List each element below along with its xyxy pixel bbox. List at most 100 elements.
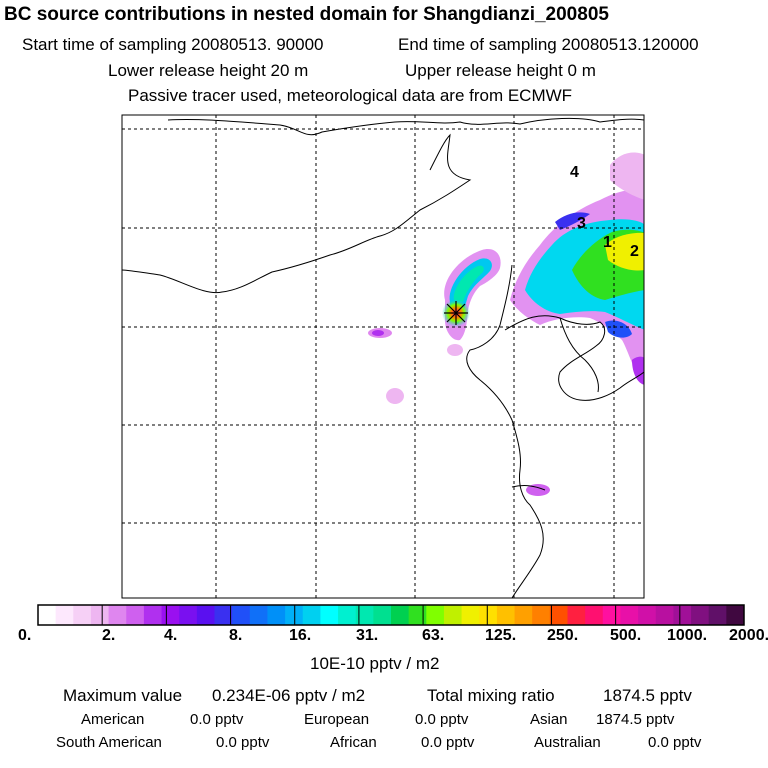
total-mixing-value: 1874.5 pptv <box>603 686 692 705</box>
colorbar-swatch <box>232 605 251 625</box>
colorbar-swatch <box>532 605 551 625</box>
colorbar <box>37 604 745 626</box>
colorbar-swatch <box>691 605 710 625</box>
coastline-bohai <box>122 133 472 294</box>
colorbar-tick-label: 250. <box>547 627 579 644</box>
region-value-african: 0.0 pptv <box>421 734 475 751</box>
colorbar-tick-label: 1000. <box>667 627 708 644</box>
gridlines <box>122 115 644 598</box>
region-value-south-american: 0.0 pptv <box>216 734 270 751</box>
colorbar-swatch <box>514 605 533 625</box>
concentration-field <box>368 152 644 496</box>
colorbar-swatch <box>161 605 180 625</box>
region-name-asian: Asian <box>530 711 568 728</box>
colorbar-swatch <box>249 605 268 625</box>
colorbar-swatch <box>73 605 92 625</box>
colorbar-swatch <box>620 605 639 625</box>
colorbar-swatch <box>443 605 463 625</box>
plume-core <box>453 265 484 302</box>
colorbar-swatch <box>196 605 215 625</box>
colorbar-swatch <box>214 605 233 625</box>
colorbar-unit: 10E-10 pptv / m2 <box>310 654 440 673</box>
colorbar-swatch <box>285 605 304 625</box>
region-value-american: 0.0 pptv <box>190 711 244 728</box>
colorbar-tick-label: 500. <box>610 627 642 644</box>
lower-height-label: Lower release height 20 m <box>108 61 309 80</box>
chart-title: BC source contributions in nested domain… <box>4 4 609 25</box>
colorbar-swatch <box>461 605 480 625</box>
colorbar-tick-label: 2. <box>102 627 116 644</box>
colorbar-tick-label: 4. <box>164 627 178 644</box>
colorbar-swatch <box>655 605 674 625</box>
colorbar-swatch <box>726 605 745 625</box>
colorbar-swatch <box>479 605 498 625</box>
colorbar-swatch <box>708 605 727 625</box>
plot-frame <box>121 114 645 599</box>
max-value-label: Maximum value <box>63 686 183 705</box>
site-marker-3: 3 <box>577 215 586 232</box>
colorbar-swatch <box>391 605 410 625</box>
start-time-label: Start time of sampling 20080513. 90000 <box>22 35 324 54</box>
colorbar-swatch <box>567 605 586 625</box>
region-name-african: African <box>330 734 377 751</box>
region-name-european: European <box>304 711 370 728</box>
colorbar-swatch <box>585 605 604 625</box>
north-patch <box>610 152 644 200</box>
colorbar-swatch <box>408 605 427 625</box>
colorbar-tick-label: 125. <box>485 627 517 644</box>
info-line: Passive tracer used, meteorological data… <box>128 86 573 105</box>
east-field-yellow <box>605 232 644 271</box>
colorbar-swatch <box>373 605 392 625</box>
region-value-asian: 1874.5 pptv <box>596 711 675 728</box>
region-value-european: 0.0 pptv <box>415 711 469 728</box>
patch-mid <box>447 344 463 356</box>
colorbar-swatch <box>549 605 568 625</box>
colorbar-swatch <box>355 605 374 625</box>
coastline-korea <box>504 315 644 401</box>
colorbar-swatch <box>55 605 74 625</box>
colorbar-swatch <box>426 605 445 625</box>
colorbar-swatch <box>179 605 198 625</box>
end-time-label: End time of sampling 20080513.120000 <box>398 35 699 54</box>
colorbar-frame <box>37 604 745 626</box>
colorbar-swatch <box>143 605 163 625</box>
region-name-american: American <box>81 711 145 728</box>
coastline-peninsula <box>559 317 599 393</box>
region-name-south-american: South American <box>56 734 162 751</box>
total-mixing-label: Total mixing ratio <box>427 686 555 705</box>
max-value: 0.234E-06 pptv / m2 <box>212 686 366 705</box>
colorbar-tick-label: 16. <box>289 627 312 644</box>
site-marker-2: 2 <box>630 243 639 260</box>
colorbar-swatch <box>302 605 321 625</box>
coastline-yellow-sea <box>466 264 544 598</box>
region-name-australian: Australian <box>534 734 601 751</box>
coastlines <box>122 117 644 598</box>
colorbar-tick-label: 0. <box>18 627 32 644</box>
colorbar-swatch <box>338 605 357 625</box>
patch-west-core <box>372 330 384 336</box>
colorbar-swatch <box>38 605 57 625</box>
colorbar-swatch <box>496 605 516 625</box>
coastline-north <box>167 117 644 136</box>
colorbar-swatch <box>267 605 286 625</box>
colorbar-swatch <box>673 605 692 625</box>
colorbar-swatch <box>90 605 110 625</box>
colorbar-swatch <box>320 605 339 625</box>
colorbar-tick-label: 31. <box>356 627 379 644</box>
colorbar-swatch <box>602 605 621 625</box>
coastline-small-bay <box>511 485 546 491</box>
colorbar-tick-label: 63. <box>422 627 445 644</box>
site-marker-1: 1 <box>603 234 612 251</box>
receptor-marker <box>444 301 468 325</box>
east-field-blue-2 <box>605 320 632 338</box>
upper-height-label: Upper release height 0 m <box>405 61 596 80</box>
colorbar-tick-label: 8. <box>229 627 243 644</box>
east-edge-patch <box>632 356 644 385</box>
east-field-blue <box>555 212 590 230</box>
patch-south <box>386 388 404 404</box>
colorbar-swatch <box>108 605 127 625</box>
colorbar-swatch <box>126 605 145 625</box>
site-marker-4: 4 <box>570 164 579 181</box>
colorbar-tick-label: 2000. <box>729 627 768 644</box>
